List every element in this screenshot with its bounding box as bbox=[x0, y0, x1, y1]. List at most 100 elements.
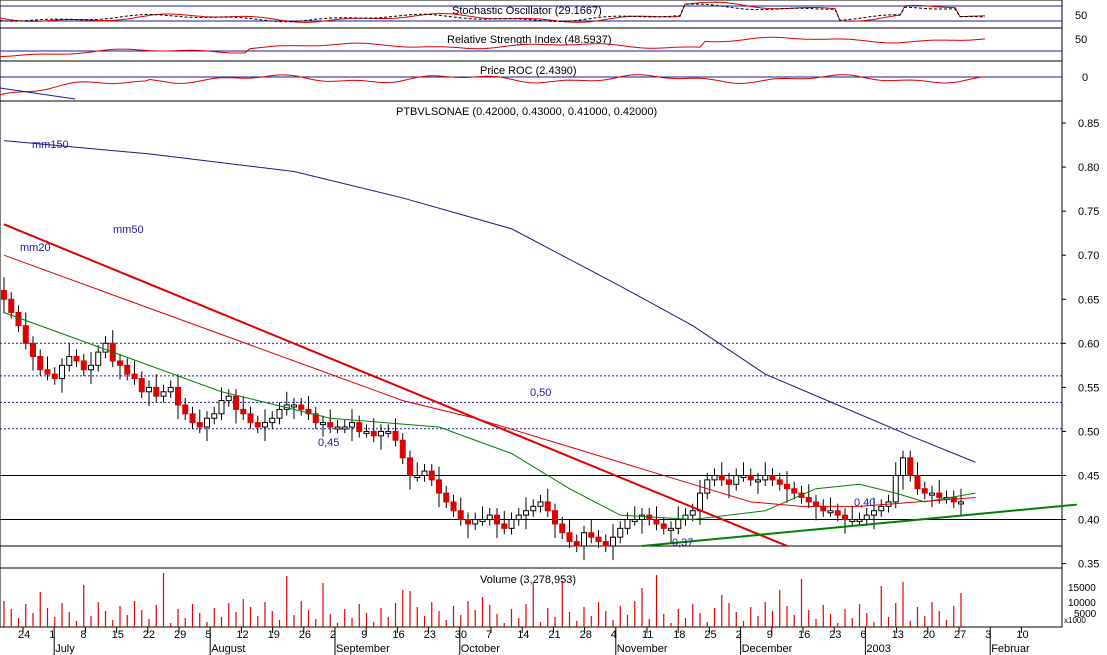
date-tick-label: 22 bbox=[143, 629, 155, 641]
candle-body bbox=[588, 532, 595, 538]
candle-body bbox=[436, 479, 442, 494]
date-tick-label: 12 bbox=[236, 629, 248, 641]
candle-body bbox=[407, 457, 413, 476]
price-tick-label: 0.45 bbox=[1078, 470, 1099, 482]
candle-body bbox=[711, 474, 718, 481]
candle-body bbox=[921, 488, 928, 494]
level-045-label: 0,45 bbox=[318, 437, 339, 449]
price-tick-label: 0.55 bbox=[1078, 382, 1099, 394]
trendlines bbox=[3, 223, 1078, 547]
candle-body bbox=[791, 488, 798, 494]
volume-multiplier: x1000 bbox=[1064, 616, 1086, 625]
candle-body bbox=[59, 364, 65, 380]
candle-body bbox=[566, 532, 573, 543]
candle-body bbox=[573, 541, 580, 547]
candle-body bbox=[834, 510, 841, 516]
candle-body bbox=[117, 360, 123, 366]
candle-body bbox=[675, 519, 682, 529]
price-tick-label: 0.40 bbox=[1078, 515, 1099, 527]
level-050-label: 0,50 bbox=[530, 387, 551, 399]
candle-body bbox=[349, 422, 355, 428]
price-tick-label: 0.35 bbox=[1078, 559, 1099, 571]
price-tick-label: 0.65 bbox=[1078, 294, 1099, 306]
candle-body bbox=[233, 395, 239, 410]
candle-body bbox=[450, 501, 457, 512]
date-tick-label: 11 bbox=[642, 629, 653, 641]
candle-body bbox=[784, 483, 790, 490]
candle-body bbox=[610, 536, 616, 547]
candle-body bbox=[95, 351, 102, 366]
candle-body bbox=[726, 479, 732, 485]
candle-body bbox=[80, 360, 87, 371]
candle-body bbox=[501, 523, 508, 529]
candle-body bbox=[581, 532, 587, 547]
candle-body bbox=[631, 519, 638, 523]
date-tick-label: 30 bbox=[455, 629, 467, 641]
candle-body bbox=[1, 289, 7, 300]
candle-body bbox=[805, 497, 812, 503]
date-tick-label: 29 bbox=[174, 629, 186, 641]
candle-body bbox=[15, 311, 22, 327]
candle-body bbox=[356, 422, 363, 432]
date-tick-label: 3 bbox=[985, 629, 991, 641]
candle-body bbox=[624, 519, 631, 529]
candle-body bbox=[762, 474, 769, 481]
candle-body bbox=[639, 514, 645, 521]
candle-body bbox=[537, 501, 544, 507]
candle-body bbox=[552, 510, 558, 525]
date-tick-label: 15 bbox=[112, 629, 124, 641]
date-tick-label: 18 bbox=[673, 629, 685, 641]
volume-tick-10000: 10000 bbox=[1068, 598, 1096, 609]
candle-body bbox=[892, 474, 899, 503]
candle-body bbox=[689, 510, 696, 516]
price-tick-label: 0.60 bbox=[1078, 338, 1099, 350]
candle-body bbox=[138, 378, 145, 393]
mm150-line bbox=[3, 140, 976, 463]
candle-body bbox=[465, 519, 471, 525]
candle-body bbox=[523, 510, 529, 516]
candle-body bbox=[443, 492, 450, 503]
mm20-line bbox=[3, 312, 976, 521]
month-label: August bbox=[211, 643, 245, 655]
level-037-label: 0,37 bbox=[672, 537, 693, 549]
candle-body bbox=[167, 386, 174, 393]
candle-body bbox=[341, 426, 348, 430]
candle-body bbox=[320, 422, 326, 426]
date-tick-label: 4 bbox=[611, 629, 617, 641]
price-tick-label: 0.70 bbox=[1078, 250, 1099, 262]
date-axis: 24 1 8 15 22 29 5 12 19 26 2 9 16 23 30 7 14 21 28 4 11 18 25 2… bbox=[18, 627, 1030, 655]
month-label: September bbox=[336, 643, 390, 655]
candle-body bbox=[73, 356, 80, 362]
candle-body bbox=[871, 510, 877, 516]
candle-body bbox=[472, 519, 479, 525]
candle-body bbox=[298, 404, 305, 410]
candle-body bbox=[378, 430, 384, 437]
date-tick-label: 2 bbox=[330, 629, 336, 641]
candle-body bbox=[22, 325, 29, 344]
candle-body bbox=[668, 527, 674, 531]
candle-body bbox=[37, 356, 44, 371]
mm150-label: mm150 bbox=[32, 139, 69, 151]
date-tick-label: 14 bbox=[517, 629, 529, 641]
date-tick-label: 1 bbox=[49, 629, 55, 641]
date-tick-label: 16 bbox=[392, 629, 404, 641]
candle-body bbox=[247, 413, 254, 424]
month-label: July bbox=[55, 643, 75, 655]
candle-body bbox=[856, 519, 863, 523]
candle-body bbox=[392, 430, 399, 441]
candle-body bbox=[204, 417, 210, 428]
candle-body bbox=[718, 474, 725, 481]
mm50-line bbox=[3, 254, 976, 507]
date-tick-label: 16 bbox=[798, 629, 810, 641]
roc-signal-line bbox=[0, 87, 76, 100]
candle-body bbox=[820, 505, 827, 512]
stochastic-k-line bbox=[0, 1, 986, 23]
candle-body bbox=[428, 470, 435, 481]
date-tick-label: 9 bbox=[361, 629, 367, 641]
candle-body bbox=[486, 514, 493, 521]
stochastic-d-line bbox=[0, 3, 986, 23]
date-tick-label: 24 bbox=[18, 629, 30, 641]
candle-body bbox=[617, 527, 624, 538]
main-title: PTBVLSONAE (0.42000, 0.43000, 0.41000, 0… bbox=[396, 106, 657, 118]
